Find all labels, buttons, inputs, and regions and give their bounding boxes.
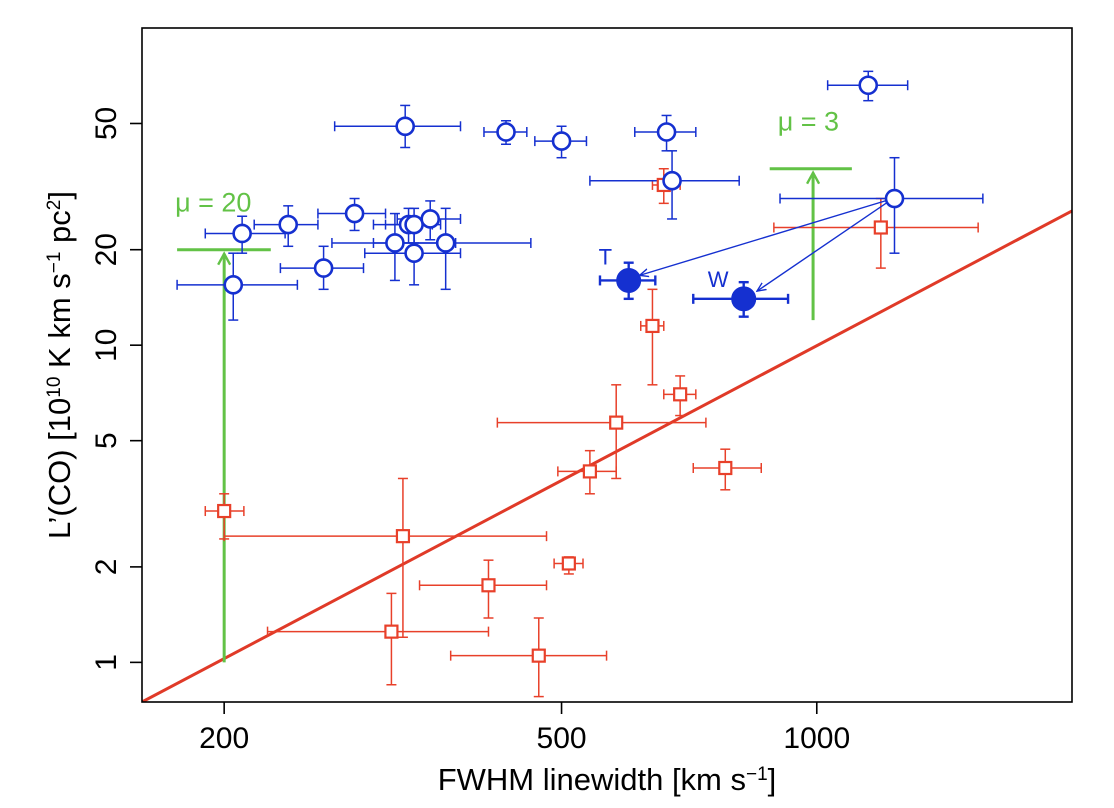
data-point-square [561, 556, 576, 571]
error-bars [640, 288, 665, 386]
y-tick-label: 5 [90, 432, 123, 449]
y-tick-label: 1 [90, 654, 123, 671]
x-tick-label: 500 [537, 722, 587, 755]
lensing-annotation: μ = 20 [175, 188, 271, 663]
error-bars [266, 592, 490, 686]
x-axis-label-sup: −1 [746, 764, 768, 785]
data-point-square [217, 503, 232, 519]
relation-arrow [640, 197, 894, 276]
y-tick-label: 10 [90, 328, 123, 361]
data-point-circle [656, 122, 677, 142]
data-point-square [673, 387, 688, 402]
data-point-circle [395, 116, 415, 137]
data-point-circle [223, 275, 244, 295]
data-point-circle [344, 203, 365, 224]
lensing-label: μ = 3 [778, 107, 839, 137]
y-axis-label-text: L’(CO) [10 [42, 398, 77, 539]
data-point-circle [313, 258, 334, 278]
lensing-annotation: μ = 3 [769, 107, 852, 321]
x-tick-label: 1000 [783, 722, 850, 755]
data-point-square [873, 220, 888, 235]
y-tick-label: 20 [90, 233, 123, 266]
point-label: W [708, 267, 729, 292]
data-point-circle [858, 75, 879, 96]
data-point-square [645, 318, 660, 334]
error-bars [449, 617, 608, 698]
data-point-circle [232, 223, 252, 244]
x-axis-label-text: FWHM linewidth [km s [438, 762, 746, 797]
lensing-label: μ = 20 [175, 188, 251, 218]
data-point-square [481, 578, 496, 593]
data-point-circle [404, 243, 424, 263]
y-tick-label: 2 [90, 559, 123, 576]
fit-line [142, 209, 1072, 702]
data-point-square [395, 529, 411, 544]
data-point-square [582, 464, 597, 479]
data-point-filled-circle [616, 267, 642, 293]
data-point-circle [662, 170, 682, 191]
y-axis-label-text: pc [42, 210, 77, 251]
x-axis-label: FWHM linewidth [km s−1] [438, 762, 777, 797]
data-point-circle [551, 131, 572, 151]
x-axis-label-end: ] [768, 762, 777, 797]
relation-arrow [757, 197, 894, 292]
y-axis-label-sup: −1 [44, 252, 65, 274]
point-label: T [599, 244, 612, 269]
y-axis-label: L’(CO) [1010 K km s−1 pc2] [42, 191, 77, 539]
error-bars [496, 384, 707, 480]
data-point-circle [435, 233, 456, 253]
data-point-square [609, 415, 624, 430]
y-axis-label-text: K km s [42, 273, 77, 376]
data-point-square [718, 460, 733, 476]
data-point-circle [420, 209, 441, 229]
data-point-circle [385, 233, 405, 253]
y-axis-label-sup: 10 [44, 377, 65, 398]
data-point-square [531, 648, 546, 663]
data-point-square [384, 624, 399, 639]
data-point-circle [278, 214, 299, 235]
y-axis-label-sup: 2 [44, 200, 65, 211]
plot-frame [141, 27, 1073, 703]
error-bars [223, 477, 548, 639]
data-point-filled-circle [731, 286, 757, 312]
y-axis-label-text: ] [42, 191, 77, 200]
data-point-circle [496, 122, 516, 142]
y-tick-label: 50 [90, 107, 123, 140]
x-tick-label: 200 [199, 722, 249, 755]
data-point-circle [884, 188, 905, 209]
data-point-circle [404, 214, 424, 235]
